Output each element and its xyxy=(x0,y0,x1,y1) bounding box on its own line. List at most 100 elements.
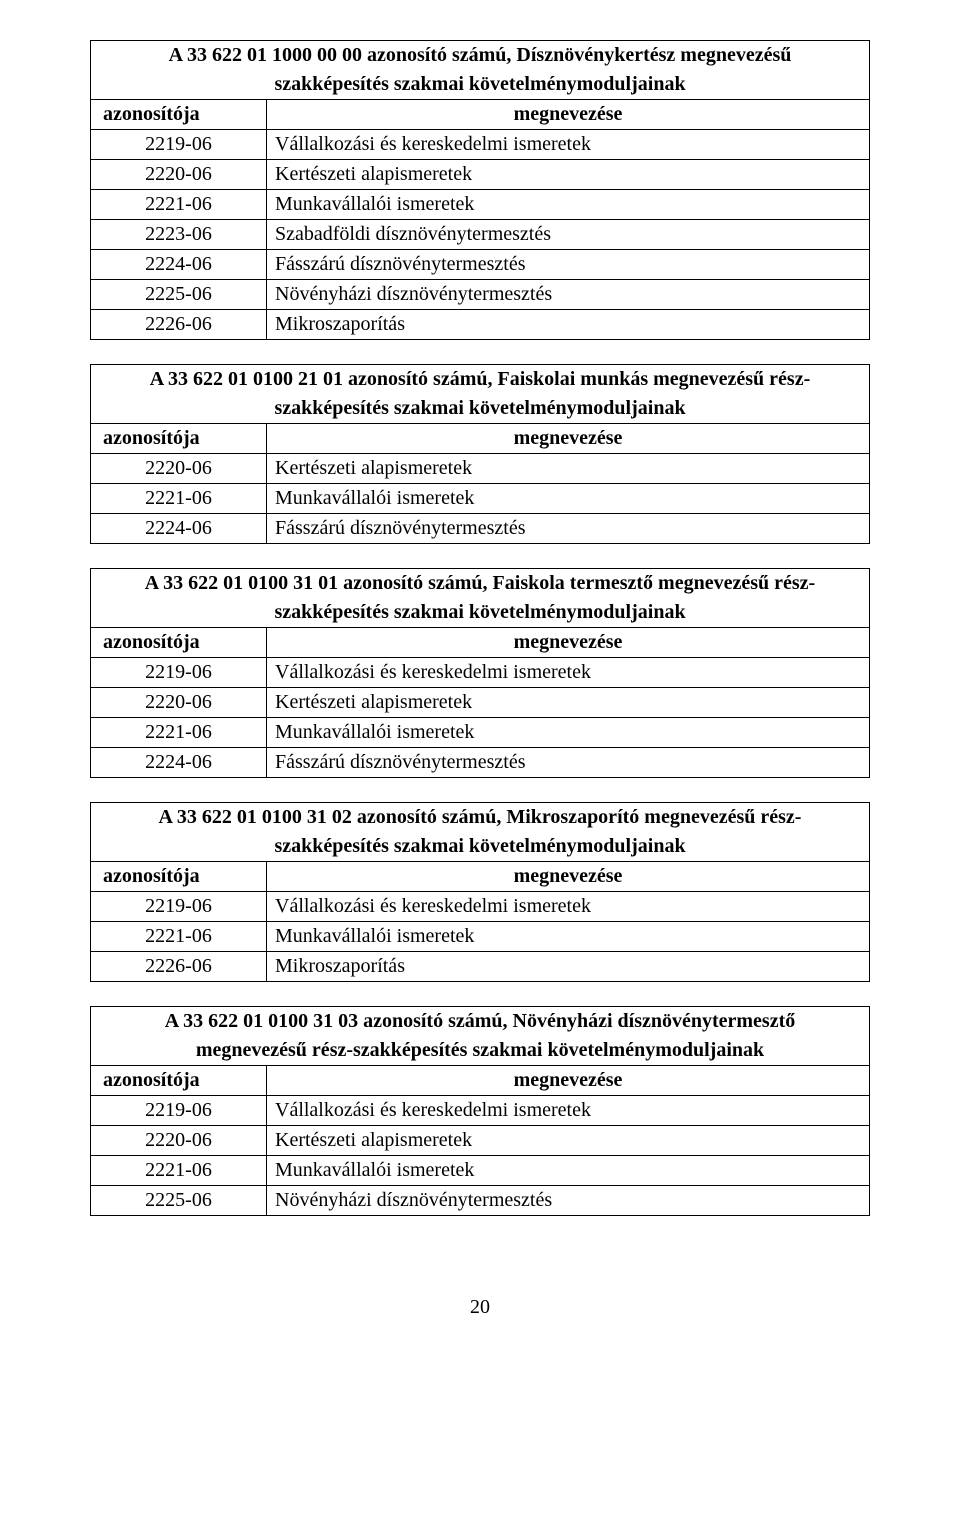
header-id: azonosítója xyxy=(91,1066,267,1096)
table-row: 2226-06Mikroszaporítás xyxy=(91,952,870,982)
cell-id: 2223-06 xyxy=(91,220,267,250)
table-title-line1: A 33 622 01 1000 00 00 azonosító számú, … xyxy=(91,41,870,71)
cell-name: Munkavállalói ismeretek xyxy=(267,484,870,514)
cell-name: Növényházi dísznövénytermesztés xyxy=(267,1186,870,1216)
title-row: A 33 622 01 0100 31 02 azonosító számú, … xyxy=(91,803,870,833)
cell-id: 2221-06 xyxy=(91,484,267,514)
cell-id: 2221-06 xyxy=(91,718,267,748)
cell-id: 2226-06 xyxy=(91,310,267,340)
title-row: A 33 622 01 0100 31 03 azonosító számú, … xyxy=(91,1007,870,1037)
table-row: 2224-06Fásszárú dísznövénytermesztés xyxy=(91,514,870,544)
cell-name: Kertészeti alapismeretek xyxy=(267,160,870,190)
cell-name: Mikroszaporítás xyxy=(267,952,870,982)
header-row: azonosítója megnevezése xyxy=(91,628,870,658)
table-title-line1: A 33 622 01 0100 31 02 azonosító számú, … xyxy=(91,803,870,833)
table-row: 2225-06Növényházi dísznövénytermesztés xyxy=(91,1186,870,1216)
title-row: A 33 622 01 1000 00 00 azonosító számú, … xyxy=(91,41,870,71)
header-row: azonosítója megnevezése xyxy=(91,1066,870,1096)
cell-name: Vállalkozási és kereskedelmi ismeretek xyxy=(267,658,870,688)
cell-name: Növényházi dísznövénytermesztés xyxy=(267,280,870,310)
table-title-line2: szakképesítés szakmai követelménymodulja… xyxy=(91,70,870,100)
table-title-line1: A 33 622 01 0100 31 01 azonosító számú, … xyxy=(91,569,870,599)
header-name: megnevezése xyxy=(267,862,870,892)
cell-id: 2221-06 xyxy=(91,190,267,220)
cell-name: Vállalkozási és kereskedelmi ismeretek xyxy=(267,1096,870,1126)
table-row: 2220-06Kertészeti alapismeretek xyxy=(91,454,870,484)
header-name: megnevezése xyxy=(267,1066,870,1096)
cell-name: Kertészeti alapismeretek xyxy=(267,688,870,718)
cell-name: Fásszárú dísznövénytermesztés xyxy=(267,250,870,280)
module-table-4: A 33 622 01 0100 31 02 azonosító számú, … xyxy=(90,802,870,982)
header-name: megnevezése xyxy=(267,424,870,454)
table-row: 2220-06Kertészeti alapismeretek xyxy=(91,1126,870,1156)
table-row: 2220-06Kertészeti alapismeretek xyxy=(91,688,870,718)
cell-name: Vállalkozási és kereskedelmi ismeretek xyxy=(267,130,870,160)
header-id: azonosítója xyxy=(91,100,267,130)
title-row: A 33 622 01 0100 31 01 azonosító számú, … xyxy=(91,569,870,599)
cell-id: 2224-06 xyxy=(91,514,267,544)
cell-name: Fásszárú dísznövénytermesztés xyxy=(267,514,870,544)
table-row: 2221-06Munkavállalói ismeretek xyxy=(91,922,870,952)
header-row: azonosítója megnevezése xyxy=(91,424,870,454)
cell-id: 2219-06 xyxy=(91,892,267,922)
title-row: A 33 622 01 0100 21 01 azonosító számú, … xyxy=(91,365,870,395)
cell-id: 2226-06 xyxy=(91,952,267,982)
table-row: 2221-06Munkavállalói ismeretek xyxy=(91,718,870,748)
cell-id: 2225-06 xyxy=(91,280,267,310)
cell-id: 2219-06 xyxy=(91,1096,267,1126)
module-table-5: A 33 622 01 0100 31 03 azonosító számú, … xyxy=(90,1006,870,1216)
cell-name: Kertészeti alapismeretek xyxy=(267,454,870,484)
cell-id: 2225-06 xyxy=(91,1186,267,1216)
page: A 33 622 01 1000 00 00 azonosító számú, … xyxy=(0,0,960,1349)
cell-id: 2220-06 xyxy=(91,160,267,190)
table-title-line1: A 33 622 01 0100 31 03 azonosító számú, … xyxy=(91,1007,870,1037)
table-row: 2221-06Munkavállalói ismeretek xyxy=(91,190,870,220)
table-row: 2224-06Fásszárú dísznövénytermesztés xyxy=(91,250,870,280)
module-table-1: A 33 622 01 1000 00 00 azonosító számú, … xyxy=(90,40,870,340)
table-row: 2225-06Növényházi dísznövénytermesztés xyxy=(91,280,870,310)
table-row: 2219-06Vállalkozási és kereskedelmi isme… xyxy=(91,1096,870,1126)
cell-id: 2219-06 xyxy=(91,130,267,160)
module-table-3: A 33 622 01 0100 31 01 azonosító számú, … xyxy=(90,568,870,778)
header-id: azonosítója xyxy=(91,424,267,454)
table-row: 2226-06Mikroszaporítás xyxy=(91,310,870,340)
cell-name: Kertészeti alapismeretek xyxy=(267,1126,870,1156)
cell-id: 2224-06 xyxy=(91,748,267,778)
module-table-2: A 33 622 01 0100 21 01 azonosító számú, … xyxy=(90,364,870,544)
cell-id: 2220-06 xyxy=(91,688,267,718)
table-row: 2224-06Fásszárú dísznövénytermesztés xyxy=(91,748,870,778)
title-row: szakképesítés szakmai követelménymodulja… xyxy=(91,832,870,862)
table-title-line2: szakképesítés szakmai követelménymodulja… xyxy=(91,832,870,862)
cell-id: 2220-06 xyxy=(91,454,267,484)
table-row: 2219-06Vállalkozási és kereskedelmi isme… xyxy=(91,658,870,688)
cell-name: Szabadföldi dísznövénytermesztés xyxy=(267,220,870,250)
title-row: megnevezésű rész-szakképesítés szakmai k… xyxy=(91,1036,870,1066)
table-title-line2: megnevezésű rész-szakképesítés szakmai k… xyxy=(91,1036,870,1066)
header-id: azonosítója xyxy=(91,628,267,658)
cell-name: Munkavállalói ismeretek xyxy=(267,718,870,748)
table-row: 2221-06Munkavállalói ismeretek xyxy=(91,1156,870,1186)
header-row: azonosítója megnevezése xyxy=(91,100,870,130)
table-row: 2219-06Vállalkozási és kereskedelmi isme… xyxy=(91,130,870,160)
table-row: 2219-06Vállalkozási és kereskedelmi isme… xyxy=(91,892,870,922)
title-row: szakképesítés szakmai követelménymodulja… xyxy=(91,70,870,100)
table-title-line2: szakképesítés szakmai követelménymodulja… xyxy=(91,598,870,628)
title-row: szakképesítés szakmai követelménymodulja… xyxy=(91,394,870,424)
cell-name: Munkavállalói ismeretek xyxy=(267,1156,870,1186)
table-title-line2: szakképesítés szakmai követelménymodulja… xyxy=(91,394,870,424)
page-number: 20 xyxy=(90,1296,870,1319)
cell-name: Fásszárú dísznövénytermesztés xyxy=(267,748,870,778)
header-name: megnevezése xyxy=(267,628,870,658)
cell-id: 2221-06 xyxy=(91,1156,267,1186)
cell-name: Mikroszaporítás xyxy=(267,310,870,340)
table-row: 2221-06Munkavállalói ismeretek xyxy=(91,484,870,514)
title-row: szakképesítés szakmai követelménymodulja… xyxy=(91,598,870,628)
table-row: 2223-06Szabadföldi dísznövénytermesztés xyxy=(91,220,870,250)
cell-name: Munkavállalói ismeretek xyxy=(267,922,870,952)
header-row: azonosítója megnevezése xyxy=(91,862,870,892)
cell-id: 2219-06 xyxy=(91,658,267,688)
cell-id: 2221-06 xyxy=(91,922,267,952)
cell-id: 2224-06 xyxy=(91,250,267,280)
header-id: azonosítója xyxy=(91,862,267,892)
table-row: 2220-06Kertészeti alapismeretek xyxy=(91,160,870,190)
